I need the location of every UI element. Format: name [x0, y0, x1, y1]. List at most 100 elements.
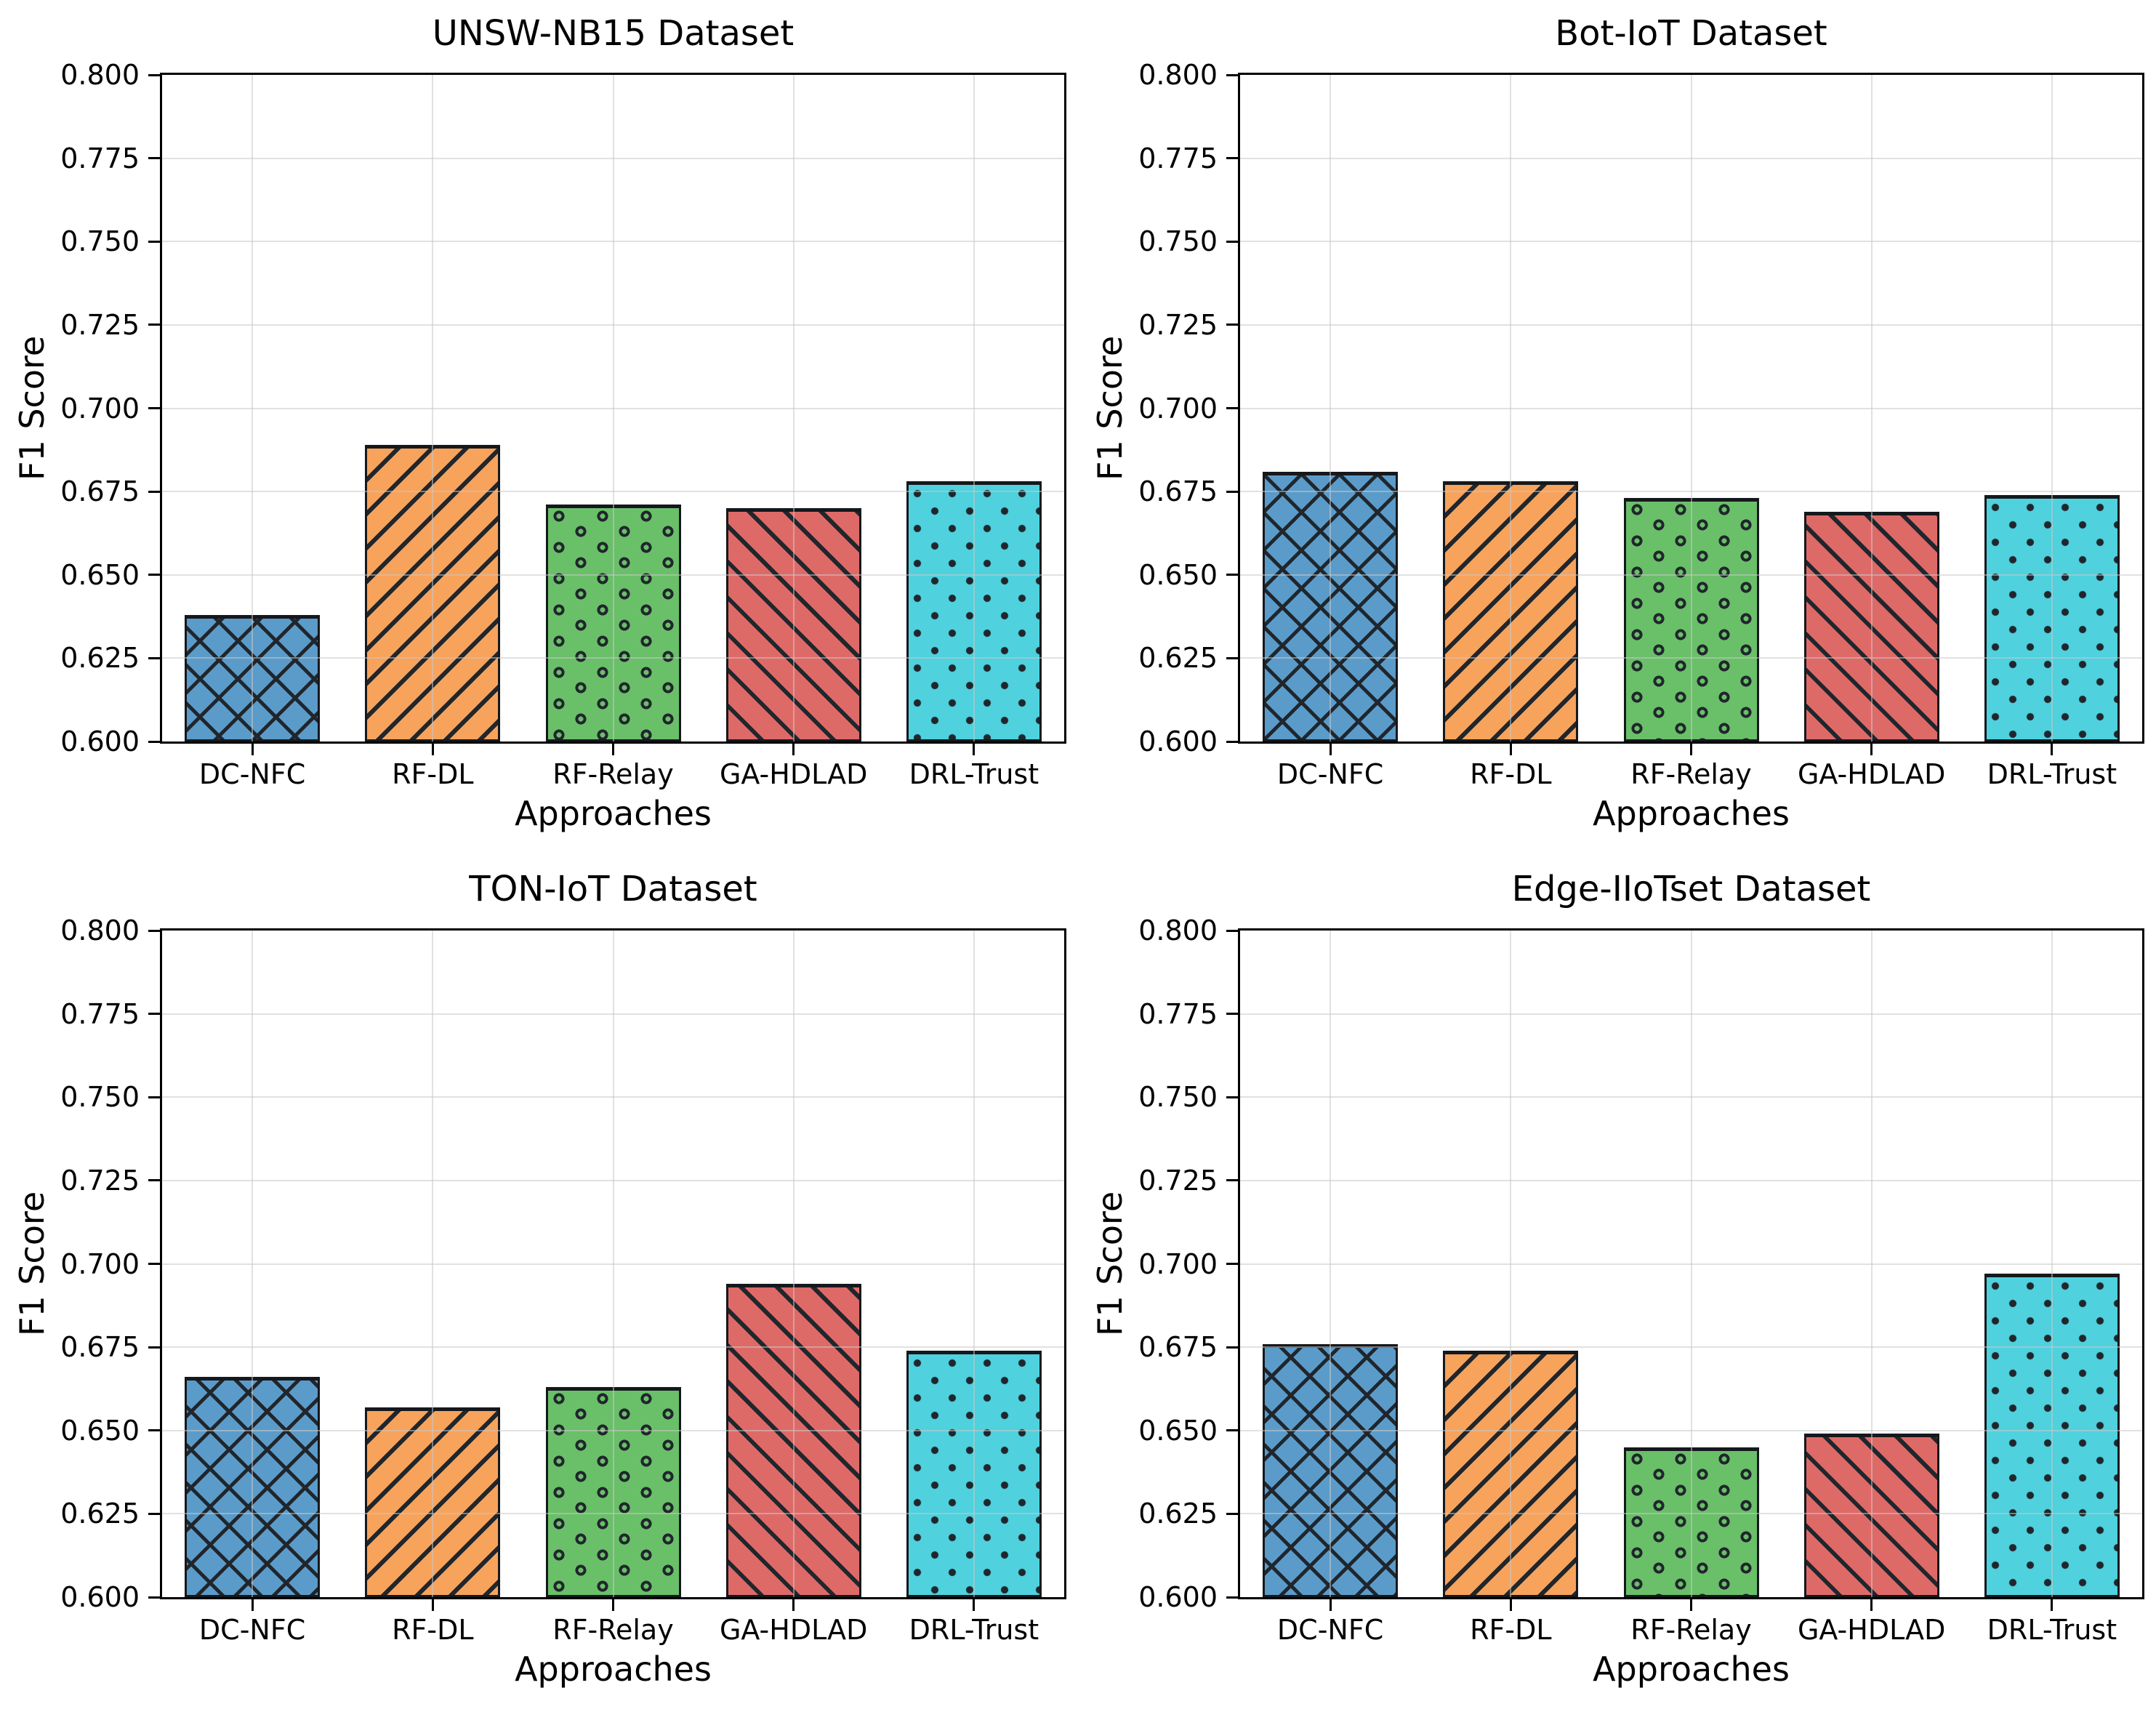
y-tick	[148, 407, 160, 409]
x-tick	[2051, 744, 2054, 755]
y-tick-label: 0.675	[1138, 1331, 1218, 1364]
x-tick	[973, 1599, 976, 1611]
x-tick	[251, 1599, 254, 1611]
y-tick-label: 0.725	[60, 1164, 140, 1197]
chart-title: TON-IoT Dataset	[469, 869, 757, 909]
x-tick-label: GA-HDLAD	[719, 758, 868, 790]
y-tick	[1226, 1346, 1238, 1349]
x-tick-label: RF-DL	[1470, 758, 1552, 790]
y-tick	[1226, 1429, 1238, 1432]
y-tick-label: 0.625	[1138, 642, 1218, 675]
y-tick-label: 0.725	[1138, 308, 1218, 341]
x-tick-label: DC-NFC	[198, 758, 306, 790]
x-tick	[1870, 1599, 1873, 1611]
x-tick	[1509, 744, 1512, 755]
y-tick	[148, 1429, 160, 1432]
x-axis-label: Approaches	[1593, 1649, 1790, 1689]
x-tick-label: DC-NFC	[1276, 758, 1384, 790]
y-tick	[1226, 240, 1238, 243]
x-tick	[1870, 744, 1873, 755]
y-tick	[148, 323, 160, 326]
plot-inner	[1240, 931, 2142, 1597]
y-tick	[148, 157, 160, 160]
x-tick	[612, 744, 614, 755]
x-tick-label: RF-Relay	[552, 1614, 674, 1646]
gridline-v	[1690, 931, 1692, 1597]
y-tick-label: 0.800	[1138, 915, 1218, 947]
y-tick-label: 0.750	[60, 1081, 140, 1114]
gridline-v	[1330, 75, 1332, 742]
plot-area	[1238, 73, 2144, 744]
gridline-v	[973, 75, 975, 742]
plot-inner	[162, 931, 1064, 1597]
x-tick	[431, 744, 434, 755]
gridline-v	[2051, 75, 2053, 742]
y-tick	[148, 740, 160, 743]
y-tick	[148, 929, 160, 932]
chart-title: UNSW-NB15 Dataset	[432, 13, 795, 54]
y-tick-label: 0.625	[1138, 1498, 1218, 1530]
x-tick	[1329, 744, 1332, 755]
y-tick	[148, 1179, 160, 1182]
gridline-v	[612, 75, 614, 742]
chart-title: Bot-IoT Dataset	[1555, 13, 1827, 54]
gridline-v	[1690, 75, 1692, 742]
y-tick-label: 0.700	[1138, 392, 1218, 425]
x-tick	[792, 744, 795, 755]
x-tick-label: GA-HDLAD	[1797, 758, 1946, 790]
y-tick	[1226, 490, 1238, 493]
gridline-v	[1510, 75, 1512, 742]
x-tick	[431, 1599, 434, 1611]
y-tick	[1226, 574, 1238, 576]
y-tick	[148, 240, 160, 243]
y-tick-label: 0.800	[60, 59, 140, 91]
gridline-v	[432, 931, 434, 1597]
gridline-v	[792, 931, 795, 1597]
y-tick	[1226, 323, 1238, 326]
y-tick-label: 0.775	[60, 997, 140, 1030]
y-tick-label: 0.675	[1138, 475, 1218, 508]
x-tick-label: RF-Relay	[552, 758, 674, 790]
y-tick	[1226, 1096, 1238, 1098]
gridline-v	[1510, 931, 1512, 1597]
y-tick	[1226, 407, 1238, 409]
y-tick	[148, 1263, 160, 1265]
y-tick	[1226, 656, 1238, 659]
y-tick-label: 0.650	[1138, 558, 1218, 591]
x-tick-label: DRL-Trust	[909, 758, 1039, 790]
y-tick-label: 0.775	[1138, 997, 1218, 1030]
y-tick	[148, 574, 160, 576]
y-tick-label: 0.800	[60, 915, 140, 947]
y-tick-label: 0.750	[60, 225, 140, 258]
y-tick-label: 0.650	[60, 558, 140, 591]
y-tick-label: 0.625	[60, 1498, 140, 1530]
gridline-v	[1870, 931, 1873, 1597]
x-tick-label: DRL-Trust	[909, 1614, 1039, 1646]
y-tick-label: 0.700	[60, 392, 140, 425]
y-tick-label: 0.775	[60, 142, 140, 174]
x-tick-label: DC-NFC	[1276, 1614, 1384, 1646]
y-tick	[1226, 1512, 1238, 1515]
y-tick	[1226, 1596, 1238, 1599]
x-tick	[1509, 1599, 1512, 1611]
x-tick-label: RF-DL	[392, 758, 474, 790]
gridline-v	[2051, 931, 2053, 1597]
y-tick	[148, 1096, 160, 1098]
y-tick-label: 0.600	[1138, 1581, 1218, 1613]
y-tick-label: 0.675	[60, 475, 140, 508]
plot-inner	[162, 75, 1064, 742]
x-tick	[973, 744, 976, 755]
gridline-v	[792, 75, 795, 742]
y-tick-label: 0.600	[60, 1581, 140, 1613]
y-tick-label: 0.725	[1138, 1164, 1218, 1197]
gridline-v	[973, 931, 975, 1597]
y-tick	[1226, 1263, 1238, 1265]
x-tick	[1690, 1599, 1692, 1611]
chart-unsw-nb15-dataset: UNSW-NB15 Dataset F1 Score Approaches 0.600…	[0, 0, 1078, 856]
x-tick	[2051, 1599, 2054, 1611]
y-tick-label: 0.775	[1138, 142, 1218, 174]
gridline-v	[252, 931, 254, 1597]
y-tick	[1226, 73, 1238, 76]
plot-area	[1238, 928, 2144, 1599]
